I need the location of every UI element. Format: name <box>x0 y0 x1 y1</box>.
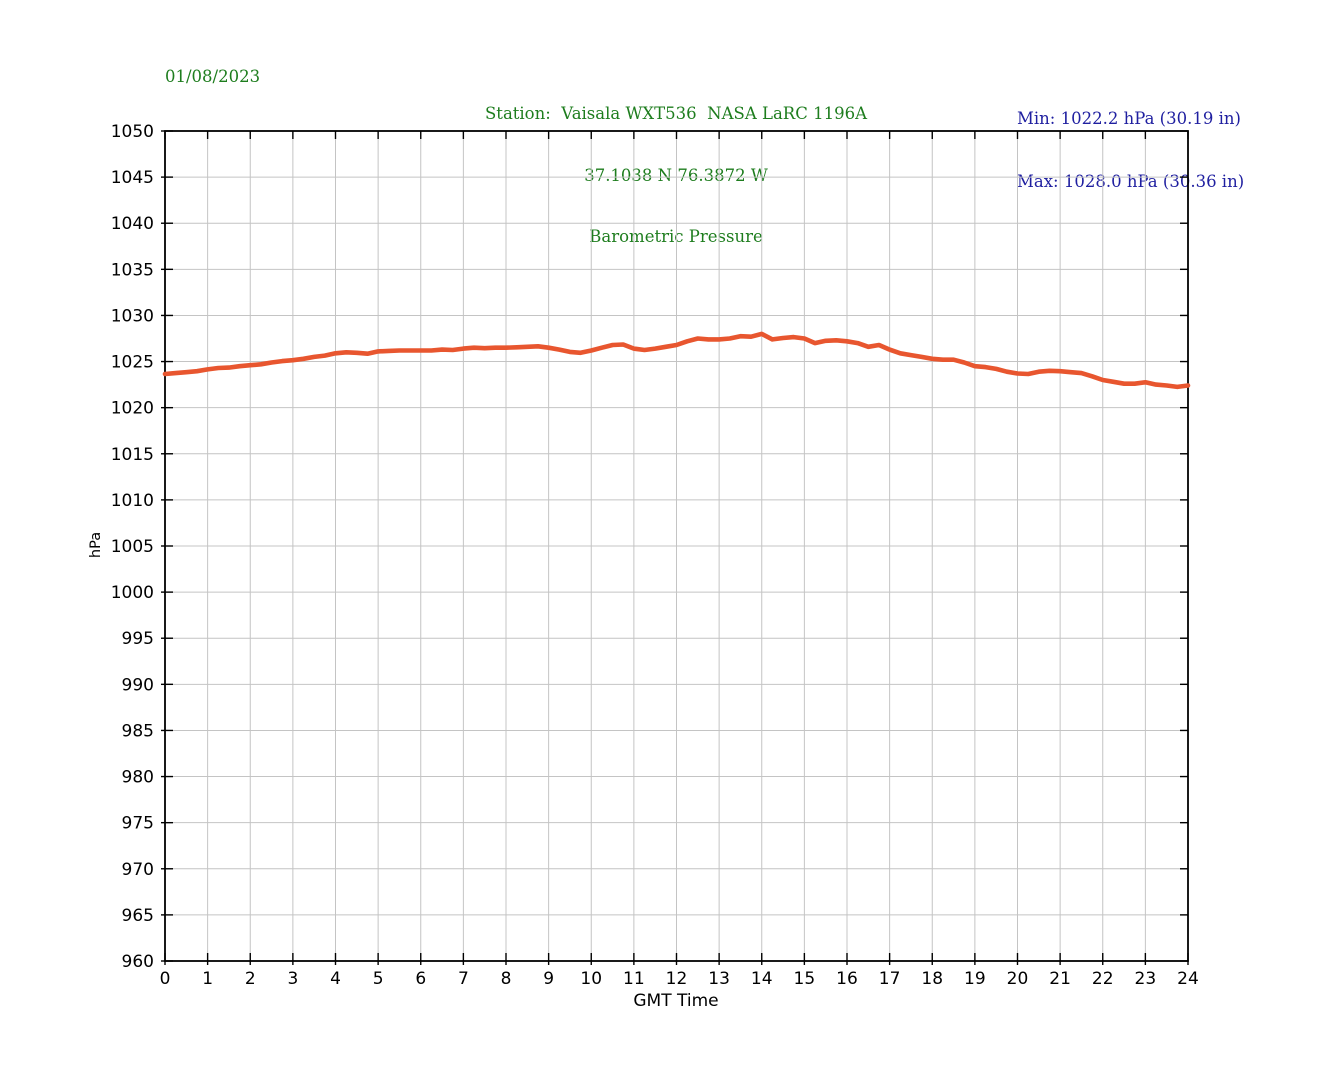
y-tick-label: 1010 <box>111 491 154 511</box>
y-axis-label: hPa <box>88 531 104 559</box>
x-tick-label: 5 <box>373 969 384 989</box>
y-tick-label: 975 <box>122 814 154 834</box>
y-tick-label: 970 <box>122 860 154 880</box>
y-tick-label: 1040 <box>111 214 154 234</box>
x-tick-label: 15 <box>794 969 816 989</box>
y-tick-label: 1045 <box>111 168 154 188</box>
y-tick-label: 980 <box>122 768 154 788</box>
station-title-line: Station: Vaisala WXT536 NASA LaRC 1196A <box>485 104 867 123</box>
x-tick-label: 24 <box>1177 969 1199 989</box>
x-tick-label: 18 <box>921 969 943 989</box>
x-tick-label: 9 <box>543 969 554 989</box>
chart-title: Barometric Pressure <box>589 227 763 246</box>
plot-border <box>164 130 1189 962</box>
x-tick-label: 7 <box>458 969 469 989</box>
y-tick-label: 1015 <box>111 445 154 465</box>
y-tick-label: 960 <box>122 952 154 972</box>
x-axis-label: GMT Time <box>633 991 719 1011</box>
y-tick-label: 1030 <box>111 306 154 326</box>
x-tick-label: 17 <box>879 969 901 989</box>
y-tick-label: 985 <box>122 721 154 741</box>
x-tick-label: 19 <box>964 969 986 989</box>
y-tick-label: 965 <box>122 906 154 926</box>
coordinates-line: 37.1038 N 76.3872 W <box>584 165 768 185</box>
x-tick-label: 11 <box>623 969 645 989</box>
x-tick-label: 4 <box>330 969 341 989</box>
x-tick-label: 6 <box>415 969 426 989</box>
min-value-label: Min: 1022.2 hPa (30.19 in) <box>1017 109 1241 128</box>
x-tick-label: 1 <box>202 969 213 989</box>
x-tick-label: 23 <box>1135 969 1157 989</box>
y-tick-label: 990 <box>122 675 154 695</box>
y-tick-label: 1025 <box>111 353 154 373</box>
x-tick-label: 16 <box>836 969 858 989</box>
pressure-series-line <box>162 331 1191 390</box>
y-tick-label: 1050 <box>111 122 154 142</box>
y-tick-label: 1005 <box>111 537 154 557</box>
x-tick-label: 10 <box>580 969 602 989</box>
x-tick-label: 14 <box>751 969 773 989</box>
y-tick-label: 1000 <box>111 583 154 603</box>
chart-title-block: Station: Vaisala WXT536 NASA LaRC 1196A … <box>485 63 867 289</box>
x-tick-label: 13 <box>708 969 730 989</box>
y-tick-label: 995 <box>122 629 154 649</box>
x-tick-label: 22 <box>1092 969 1114 989</box>
x-tick-label: 8 <box>501 969 512 989</box>
x-tick-label: 20 <box>1007 969 1029 989</box>
x-tick-label: 21 <box>1049 969 1071 989</box>
x-tick-label: 0 <box>160 969 171 989</box>
x-tick-label: 12 <box>666 969 688 989</box>
y-tick-label: 1020 <box>111 399 154 419</box>
x-tick-label: 2 <box>245 969 256 989</box>
y-tick-label: 1035 <box>111 260 154 280</box>
date-label: 01/08/2023 <box>165 67 261 86</box>
x-tick-label: 3 <box>287 969 298 989</box>
